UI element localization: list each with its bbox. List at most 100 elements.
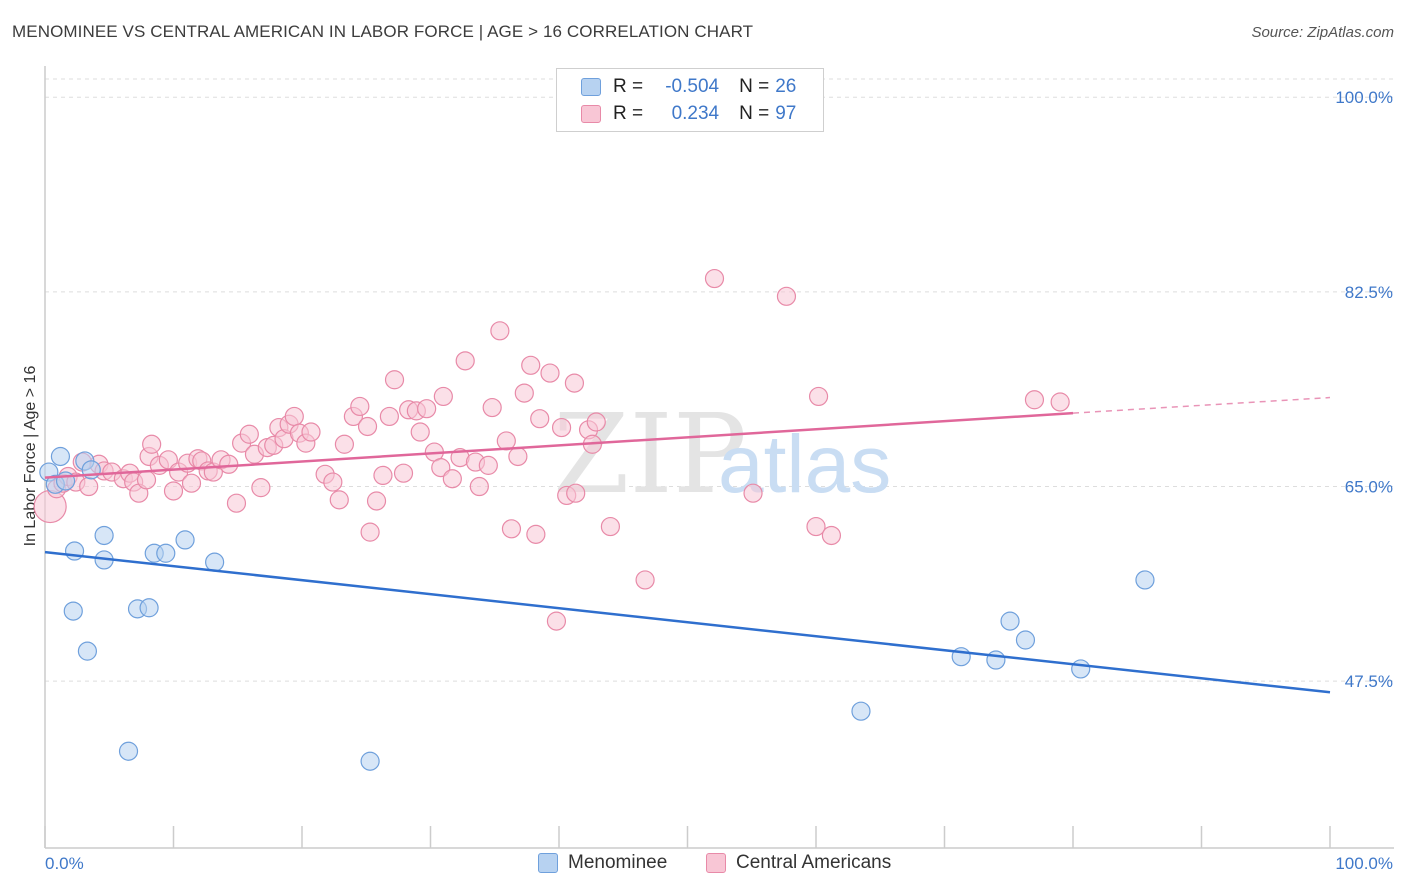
central-americans-point [600,516,621,537]
central-americans-point [566,483,586,503]
menominee-point [986,650,1006,670]
central-americans-point [530,409,550,429]
central-americans-point [704,268,725,289]
central-americans-point [490,321,510,341]
watermark-zip: ZIP [553,390,747,518]
menominee-point [1135,570,1155,590]
central-americans-point [417,399,437,419]
central-americans-point [508,446,528,467]
central-americans-point [384,370,405,390]
menominee-point [1015,630,1036,650]
x-tick-label: 100.0% [1335,854,1393,873]
central-americans-point [514,383,534,403]
central-americans-point [442,469,462,489]
axes [44,66,1394,849]
legend-label: Central Americans [736,852,892,873]
central-americans-point [334,434,355,454]
n-value: 26 [775,76,797,97]
central-americans-point [808,386,829,407]
central-americans-point [357,416,378,437]
stats-legend: R = -0.504 N = 26 R = 0.234 N = 97 [556,68,824,132]
central-americans-point [251,478,271,498]
legend-label: Menominee [568,852,668,873]
central-americans-point [564,373,585,393]
central-americans-point [219,454,239,474]
menominee-swatch [581,78,601,96]
central-americans-point [1024,390,1045,410]
central-americans-point [635,570,655,590]
central-americans-point [540,363,560,383]
central-americans-point [373,465,393,486]
central-americans-point [526,524,546,544]
menominee-trendline [44,550,1331,694]
central-americans-point [226,493,247,513]
central-americans-point [181,473,202,493]
central-americans-swatch [706,853,726,873]
r-value: 0.234 [671,103,720,124]
menominee-point [139,598,159,618]
central-americans-point [776,286,797,306]
central-americans-point [469,476,489,497]
central-americans-point [329,490,349,510]
central-americans-point [284,406,304,427]
central-americans-point [586,412,606,432]
chart-title: MENOMINEE VS CENTRAL AMERICAN IN LABOR F… [12,22,754,41]
n-label: N = [739,103,770,124]
central-americans-point [410,422,430,442]
central-americans-point [821,525,842,546]
n-label: N = [739,76,770,97]
stats-legend-row-central-americans: R = 0.234 N = 97 [581,101,796,127]
central-americans-point [455,351,475,371]
menominee-point [77,641,98,661]
central-americans-point [350,396,370,417]
central-americans-point [546,611,567,631]
y-axis-title: In Labor Force | Age > 16 [22,366,39,547]
central-americans-point [163,481,184,501]
menominee-swatch [538,853,558,873]
menominee-point [50,446,71,467]
central-americans-point [379,406,399,427]
chart-source: Source: ZipAtlas.com [1251,24,1394,41]
menominee-point [156,543,176,563]
r-label: R = [613,76,644,97]
central-americans-trendline [44,411,1074,479]
central-americans-point [323,472,343,492]
menominee-point [1000,611,1020,631]
central-americans-point [521,355,541,375]
menominee-point [175,530,195,550]
menominee-point [63,601,83,621]
menominee-point [118,741,139,761]
n-value: 97 [775,103,797,124]
y-tick-labels: 47.5% 65.0% 82.5% 100.0% [1335,88,1393,691]
central-americans-point [366,491,387,511]
central-americans-point [79,476,99,497]
central-americans-point [360,522,380,542]
menominee-point [94,525,114,546]
x-tick-label: 0.0% [45,854,84,873]
watermark: ZIP atlas [553,390,891,518]
central-americans-point [142,434,162,454]
y-tick-label: 82.5% [1345,283,1393,302]
central-americans-point [393,463,414,483]
y-tick-label: 65.0% [1345,478,1393,497]
central-americans-point [301,422,321,442]
menominee-point [64,541,85,561]
r-label: R = [613,103,644,124]
series-legend: Menominee Central Americans [0,852,1406,878]
legend-item-menominee[interactable]: Menominee [538,852,667,874]
central-americans-point [551,417,572,438]
menominee-point [1071,659,1091,679]
central-americans-swatch [581,105,601,123]
central-americans-point [743,483,763,503]
central-americans-point [478,455,498,475]
central-americans-point [482,397,502,418]
legend-item-central-americans[interactable]: Central Americans [706,852,891,874]
central-americans-point [136,470,157,490]
r-value: -0.504 [665,76,720,97]
central-americans-point [806,516,826,537]
stats-legend-row-menominee: R = -0.504 N = 26 [581,74,796,100]
central-americans-point [433,386,453,407]
y-tick-label: 100.0% [1335,88,1393,107]
menominee-point [360,751,380,771]
